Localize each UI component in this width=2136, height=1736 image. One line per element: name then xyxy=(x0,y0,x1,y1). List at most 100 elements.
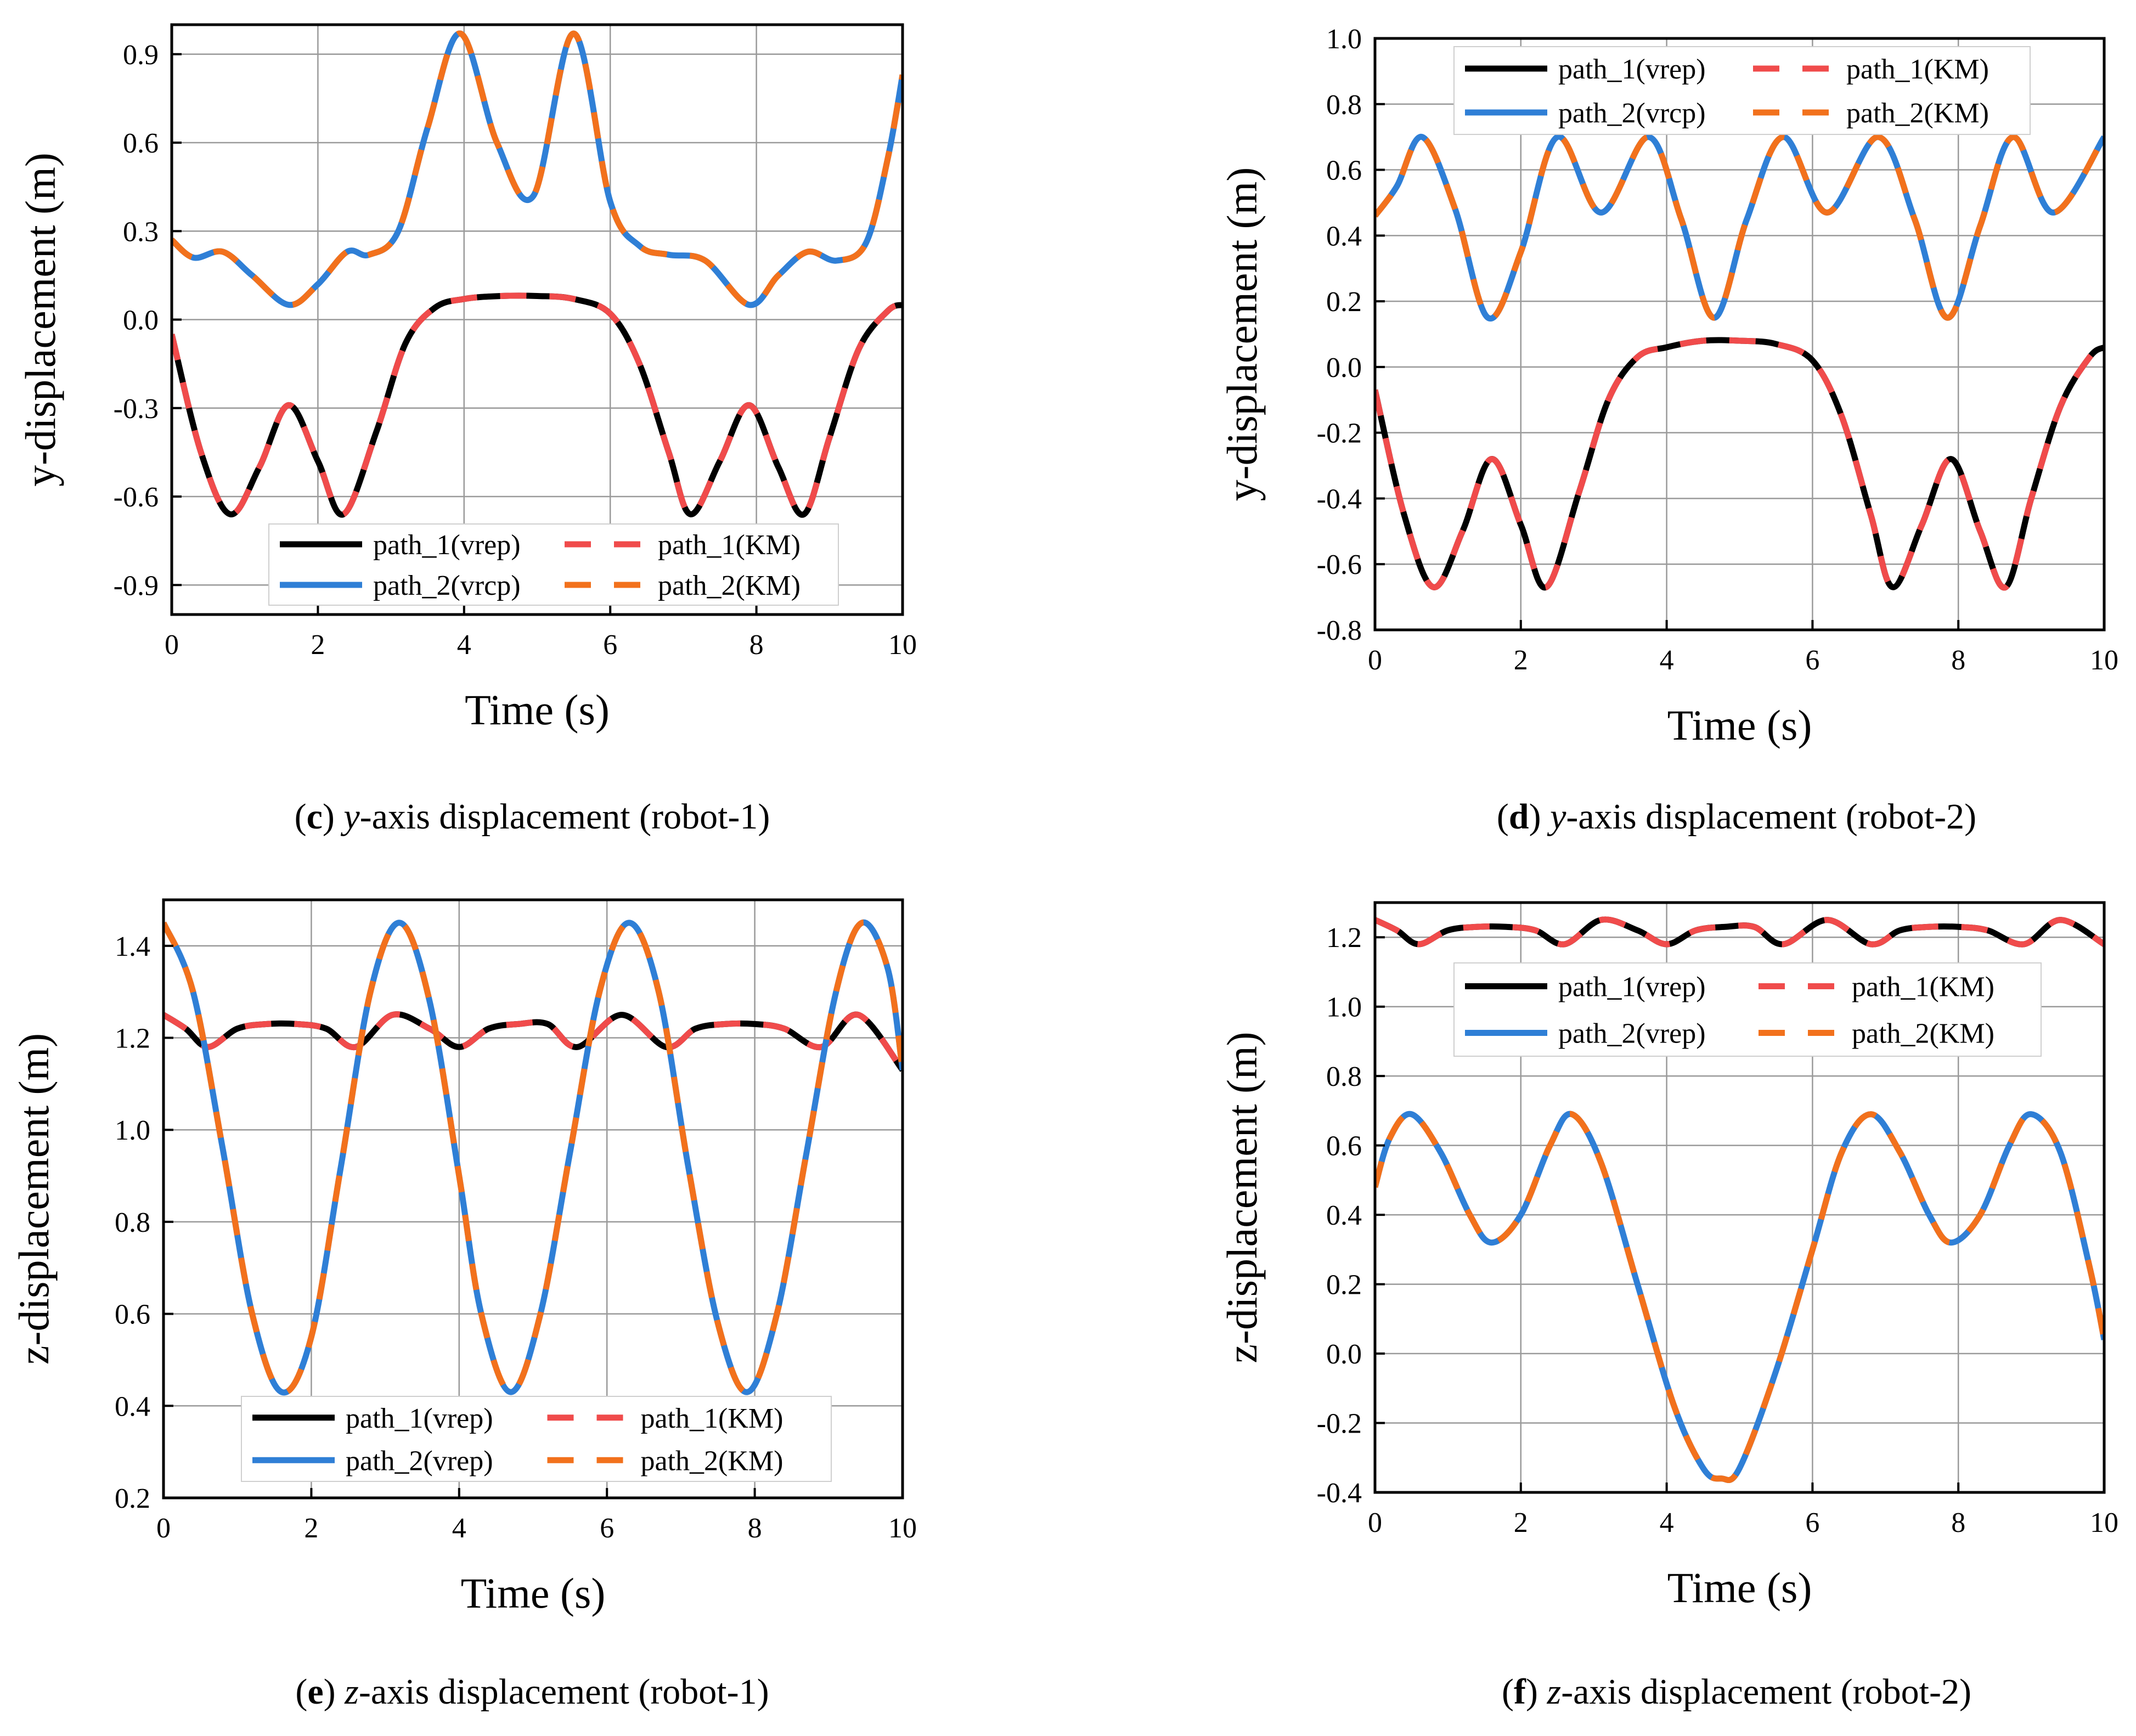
legend-box xyxy=(241,1396,832,1482)
chart-e: 0 2 4 6 8 10 0.2 0.4 0.6 0.8 1.0 1.2 1.4 Time (s) z-di… xyxy=(10,898,917,1712)
y-axis-label: y-displacement (m) xyxy=(16,153,64,487)
x-tick-label: 10 xyxy=(888,629,917,661)
legend-box xyxy=(268,523,839,606)
y-tick-label: 0.2 xyxy=(1326,1270,1362,1301)
x-tick-label: 4 xyxy=(1660,645,1674,676)
legend-label: path_2(KM) xyxy=(1852,1018,1994,1050)
x-tick-label: 2 xyxy=(1514,645,1528,676)
series-path-2-km- xyxy=(164,919,903,1396)
x-tick-label: 0 xyxy=(156,1513,171,1544)
x-tick-label: 6 xyxy=(603,629,617,661)
series-group xyxy=(1375,133,2104,591)
plot-frame xyxy=(162,898,904,1500)
y-tick-label: -0.2 xyxy=(1317,1408,1362,1440)
legend-box xyxy=(1453,46,2031,135)
series-path-1-vrep- xyxy=(1375,337,2104,591)
legend-label: path_2(KM) xyxy=(658,570,801,601)
y-tick-label: 0.6 xyxy=(1326,1131,1362,1162)
series-path-1-km- xyxy=(164,1011,903,1072)
x-tick-label: 8 xyxy=(749,629,764,661)
x-tick-label: 0 xyxy=(1368,1507,1382,1538)
x-tick-label: 6 xyxy=(1805,645,1819,676)
y-tick-label: -0.6 xyxy=(114,482,159,513)
x-axis-label: Time (s) xyxy=(1667,701,1812,749)
y-tick-label: 0.6 xyxy=(1326,155,1362,187)
y-tick-label: 0.4 xyxy=(1326,1200,1362,1231)
legend-label: path_1(vrep) xyxy=(373,529,521,561)
x-tick-label: 2 xyxy=(304,1513,318,1544)
y-tick-label: 0.6 xyxy=(115,1299,150,1331)
x-tick-label: 2 xyxy=(1514,1507,1528,1538)
x-axis-label: Time (s) xyxy=(1667,1564,1812,1611)
series-group xyxy=(172,30,903,518)
series-path-1-km- xyxy=(172,292,903,518)
y-tick-label: 1.2 xyxy=(1326,922,1362,954)
series-path-2-km- xyxy=(1375,1111,2104,1483)
legend-label: path_1(vrep) xyxy=(1558,54,1706,85)
figure-caption: (e) z-axis displacement (robot-1) xyxy=(295,1672,769,1712)
y-tick-label: 1.0 xyxy=(115,1115,150,1146)
y-tick-label: 1.0 xyxy=(1326,24,1362,55)
y-tick-label: 0.0 xyxy=(123,305,159,336)
y-axis-label: y-displacement (m) xyxy=(1218,167,1266,501)
y-tick-label: 1.0 xyxy=(1326,992,1362,1023)
legend: path_1(vrep) path_1(KM) path_2(vrep) path_2… xyxy=(1453,962,2042,1057)
series-path-2-vrcp- xyxy=(172,30,903,308)
legend-label: path_1(KM) xyxy=(641,1403,784,1434)
series-path-1-km- xyxy=(1375,337,2104,591)
y-tick-label: -0.6 xyxy=(1317,549,1362,580)
legend-label: path_2(vrep) xyxy=(346,1445,493,1476)
x-tick-label: 10 xyxy=(888,1513,917,1544)
y-tick-label: 0.4 xyxy=(1326,221,1362,252)
series-path-2-vrep- xyxy=(164,919,903,1396)
chart-d: 0 2 4 6 8 10 -0.8 -0.6 -0.4 -0.2 0.0 0.2 0.4 0.6 0.8 1.… xyxy=(1218,24,2118,837)
legend-label: path_2(KM) xyxy=(641,1445,784,1476)
y-tick-label: -0.3 xyxy=(114,393,159,425)
y-tick-label: 0.8 xyxy=(115,1207,150,1238)
legend-label: path_2(KM) xyxy=(1846,98,1989,129)
legend: path_1(vrep) path_1(KM) path_2(vrcp) path_2… xyxy=(268,523,839,606)
legend-label: path_1(KM) xyxy=(658,529,801,561)
y-tick-label: -0.2 xyxy=(1317,418,1362,449)
x-tick-label: 6 xyxy=(1805,1507,1819,1538)
x-tick-label: 8 xyxy=(1951,645,1965,676)
x-tick-label: 4 xyxy=(457,629,471,661)
y-tick-label: 1.2 xyxy=(115,1023,150,1055)
legend: path_1(vrep) path_1(KM) path_2(vrcp) path_2… xyxy=(1453,46,2031,135)
y-tick-label: 0.8 xyxy=(1326,89,1362,121)
figure-caption: (d) y-axis displacement (robot-2) xyxy=(1497,797,1976,837)
y-tick-label: 0.2 xyxy=(115,1483,150,1514)
legend-label: path_1(KM) xyxy=(1846,54,1989,85)
x-tick-label: 2 xyxy=(311,629,325,661)
legend-box xyxy=(1453,962,2042,1057)
plot-frame xyxy=(1373,901,2106,1494)
x-tick-label: 0 xyxy=(1368,645,1382,676)
legend-label: path_2(vrcp) xyxy=(1558,98,1706,129)
legend-label: path_2(vrcp) xyxy=(373,570,521,601)
y-tick-label: 0.8 xyxy=(1326,1061,1362,1092)
series-path-2-vrcp- xyxy=(1375,133,2104,322)
legend-label: path_1(vrep) xyxy=(1558,972,1706,1003)
x-axis-label: Time (s) xyxy=(461,1569,606,1617)
chart-f: 0 2 4 6 8 10 -0.4 -0.2 0.0 0.2 0.4 0.6 0.8 1.0 1.2 Time… xyxy=(1218,901,2118,1712)
y-tick-label: -0.4 xyxy=(1317,483,1362,515)
figure-caption: (f) z-axis displacement (robot-2) xyxy=(1502,1672,1971,1712)
y-tick-label: 0.4 xyxy=(115,1391,150,1422)
x-tick-label: 4 xyxy=(1660,1507,1674,1538)
x-tick-label: 6 xyxy=(600,1513,614,1544)
legend-label: path_1(KM) xyxy=(1852,972,1994,1003)
y-tick-label: 1.4 xyxy=(115,931,150,962)
x-tick-label: 0 xyxy=(165,629,179,661)
series-path-1-vrep- xyxy=(172,292,903,518)
y-tick-label: -0.4 xyxy=(1317,1478,1362,1509)
series-path-2-km- xyxy=(172,30,903,308)
y-axis-label: z-displacement (m) xyxy=(1218,1032,1266,1363)
y-tick-label: 0.2 xyxy=(1326,286,1362,318)
y-tick-label: -0.9 xyxy=(114,570,159,601)
series-path-1-vrep- xyxy=(164,1011,903,1072)
series-path-2-vrep- xyxy=(1375,1111,2104,1483)
series-group xyxy=(1375,916,2104,1483)
series-path-1-km- xyxy=(1375,916,2104,948)
x-tick-label: 8 xyxy=(1951,1507,1965,1538)
